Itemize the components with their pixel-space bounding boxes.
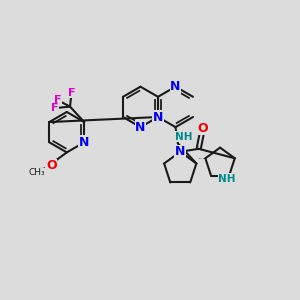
Text: O: O bbox=[198, 122, 208, 134]
Text: ···: ··· bbox=[197, 155, 205, 164]
Text: NH: NH bbox=[218, 174, 236, 184]
Text: N: N bbox=[79, 136, 89, 149]
Text: NH: NH bbox=[176, 132, 193, 142]
Text: N: N bbox=[135, 121, 146, 134]
Text: N: N bbox=[153, 110, 163, 124]
Text: O: O bbox=[46, 159, 57, 172]
Text: F: F bbox=[51, 103, 59, 113]
Text: N: N bbox=[175, 145, 185, 158]
Text: F: F bbox=[54, 95, 61, 105]
Text: CH₃: CH₃ bbox=[29, 168, 45, 177]
Text: ···: ··· bbox=[195, 143, 202, 152]
Text: F: F bbox=[68, 88, 75, 98]
Text: N: N bbox=[170, 80, 181, 93]
